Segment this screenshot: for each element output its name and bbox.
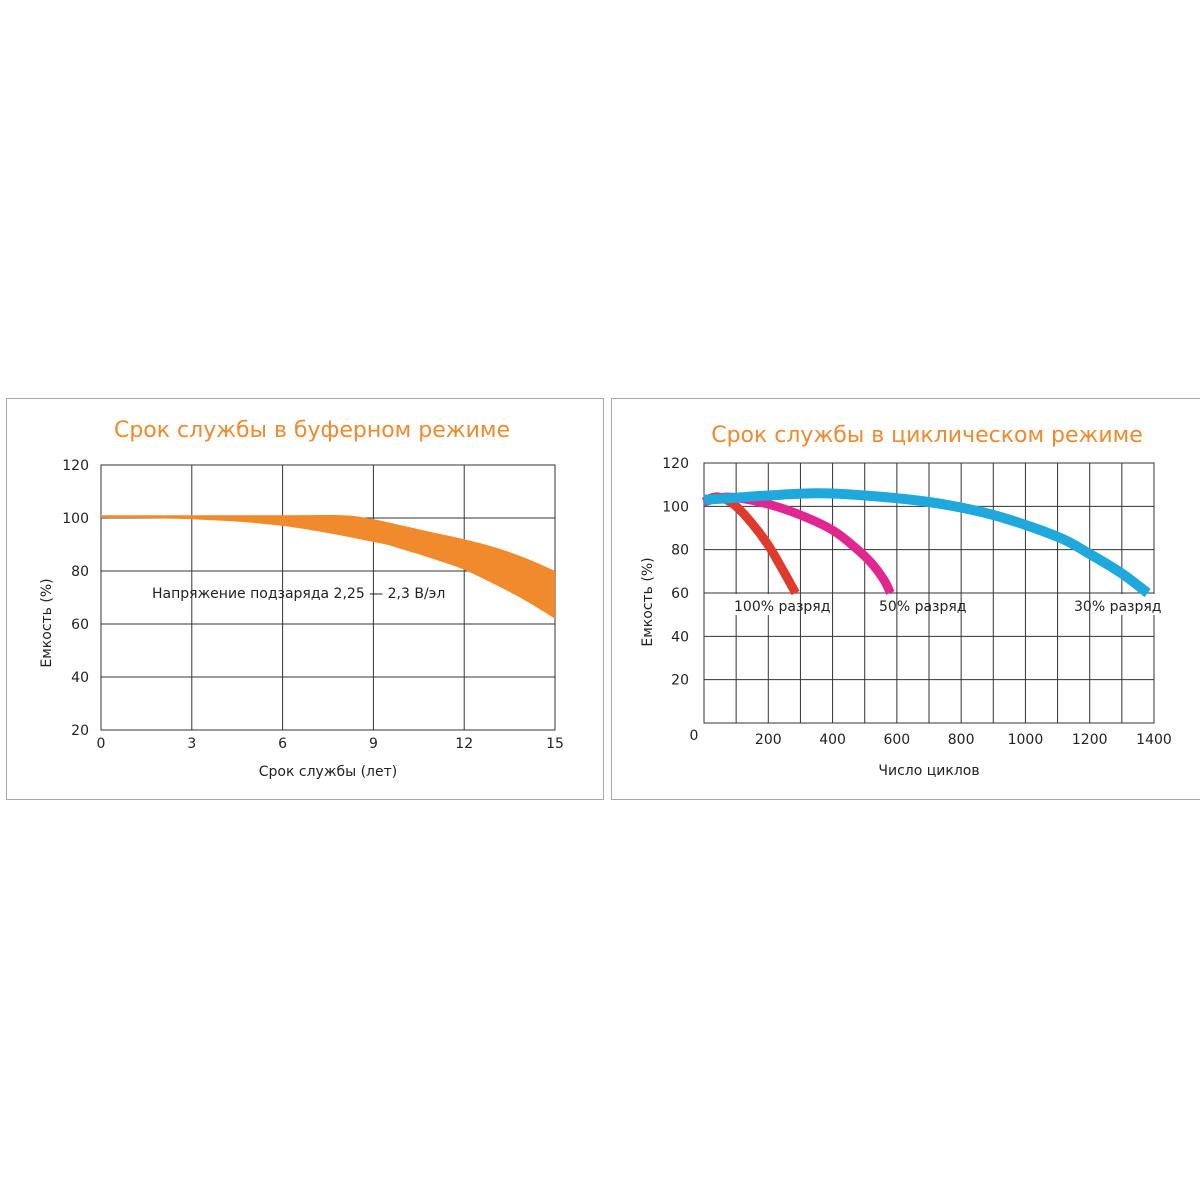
y-tick-label: 80 <box>671 543 689 559</box>
series-line-3 <box>703 488 1151 598</box>
chart-title: Срок службы в циклическом режиме <box>711 423 1143 448</box>
capacity-band <box>101 515 555 619</box>
series-label-1: 100% разряд <box>734 599 830 615</box>
chart-title: Срок службы в буферном режиме <box>114 418 510 443</box>
y-axis-label: Емкость (%) <box>39 578 55 667</box>
x-tick-label: 1400 <box>1136 732 1172 748</box>
y-tick-label: 20 <box>71 723 89 739</box>
x-tick-label: 1200 <box>1072 732 1108 748</box>
y-tick-label: 60 <box>671 586 689 602</box>
x-tick-label: 400 <box>819 732 846 748</box>
series-label-2: 50% разряд <box>879 599 966 615</box>
y-tick-label: 80 <box>71 564 89 580</box>
x-tick-label: 9 <box>369 736 378 752</box>
x-tick-label: 6 <box>278 736 287 752</box>
series-label-3: 30% разряд <box>1074 599 1161 615</box>
x-tick-label: 15 <box>546 736 564 752</box>
y-axis-label: Емкость (%) <box>640 557 656 646</box>
float-voltage-annotation: Напряжение подзаряда 2,25 — 2,3 В/эл <box>152 586 445 602</box>
series-label-backdrop <box>711 594 796 615</box>
y-tick-label: 100 <box>62 511 89 527</box>
x-tick-label: 0 <box>97 736 106 752</box>
y-tick-label: 60 <box>71 617 89 633</box>
x-tick-label: 12 <box>455 736 473 752</box>
y-tick-label: 40 <box>71 670 89 686</box>
y-tick-label: 20 <box>671 673 689 689</box>
buffer-chart: Срок службы в буферном режиме 0 3 6 9 12 15 2… <box>39 418 564 780</box>
panel-cyclic-mode: Срок службы в циклическом режиме 100% ра… <box>611 398 1200 800</box>
series-label-backdrop <box>1116 594 1200 615</box>
series-line-2 <box>702 492 895 595</box>
y-tick-label: 40 <box>671 629 689 645</box>
x-axis-label: Число циклов <box>878 763 979 779</box>
y-tick-label: 120 <box>662 456 689 472</box>
x-tick-label: 1000 <box>1008 732 1044 748</box>
x-tick-label: 0 <box>690 728 699 744</box>
x-tick-label: 800 <box>948 732 975 748</box>
y-tick-label: 120 <box>62 458 89 474</box>
x-tick-label: 600 <box>883 732 910 748</box>
x-axis-label: Срок службы (лет) <box>259 764 397 780</box>
y-tick-label: 100 <box>662 499 689 515</box>
panel-buffer-mode: Срок службы в буферном режиме 0 3 6 9 12 15 2… <box>6 398 604 800</box>
x-tick-label: 200 <box>755 732 782 748</box>
plot-frame <box>703 462 1155 724</box>
x-tick-label: 3 <box>187 736 196 752</box>
cyclic-chart: Срок службы в циклическом режиме 100% ра… <box>640 423 1200 779</box>
